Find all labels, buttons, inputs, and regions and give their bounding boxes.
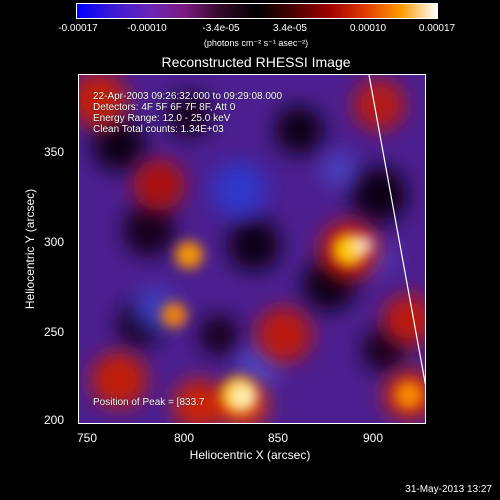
peak-position-label: Position of Peak = [833.7 (93, 397, 205, 408)
colorbar (76, 3, 438, 19)
image-title: Reconstructed RHESSI Image (161, 54, 351, 70)
rhessi-image-plot: 22-Apr-2003 09:26:32.000 to 09:29:08.000… (78, 74, 426, 424)
colorbar-unit-label: (photons cm⁻² s⁻¹ asec⁻²) (203, 38, 309, 48)
colorbar-tick-label: -0.00017 (58, 23, 98, 34)
colorbar-tick-label: 0.00010 (349, 23, 387, 34)
x-axis-label: Heliocentric X (arcsec) (189, 448, 311, 462)
y-tick-label: 350 (44, 145, 65, 159)
info-detectors: Detectors: 4F 5F 6F 7F 8F, Att 0 (93, 102, 236, 113)
solar-limb-line (368, 75, 425, 386)
x-tick-label: 750 (76, 431, 98, 445)
x-tick-label: 850 (267, 431, 289, 445)
info-energy-range: Energy Range: 12.0 - 25.0 keV (93, 113, 231, 124)
footer-timestamp: 31-May-2013 13:27 (405, 484, 492, 495)
y-tick-label: 300 (44, 235, 65, 249)
reconstructed-heatmap (79, 75, 425, 423)
info-counts: Clean Total counts: 1.34E+03 (93, 124, 224, 135)
x-tick-label: 800 (173, 431, 195, 445)
colorbar-tick-label: -3.4e-05 (202, 23, 240, 34)
x-tick-label: 900 (362, 431, 384, 445)
colorbar-tick-label: 3.4e-05 (273, 23, 307, 34)
info-time-range: 22-Apr-2003 09:26:32.000 to 09:29:08.000 (93, 91, 283, 102)
colorbar-tick-label: -0.00010 (127, 23, 167, 34)
y-axis-label: Heliocentric Y (arcsec) (23, 188, 37, 310)
bright-cores (161, 234, 423, 413)
y-tick-label: 250 (44, 325, 65, 339)
colorbar-tick-label: 0.00017 (418, 23, 456, 34)
y-tick-label: 200 (44, 413, 65, 427)
